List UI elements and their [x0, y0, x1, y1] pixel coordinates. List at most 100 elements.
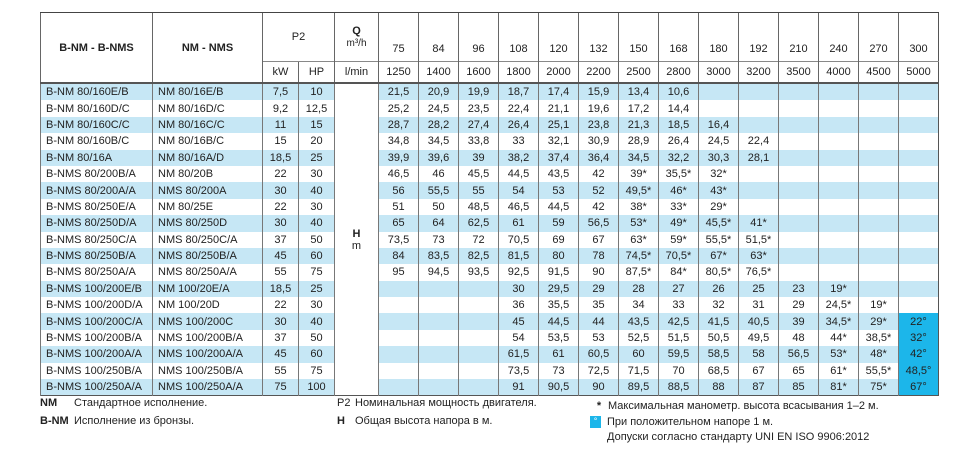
head-value: 89,5 [618, 379, 659, 396]
model-bnm: B-NM 80/16A [40, 149, 153, 166]
head-value: 91,5 [538, 264, 579, 281]
head-value: 22,4 [498, 100, 539, 117]
header-q-lmin: 4500 [858, 61, 899, 83]
model-bnm: B-NMS 100/250B/A [40, 362, 153, 380]
head-value: 61* [818, 362, 859, 380]
q-label: Q [352, 25, 361, 37]
model-bnm: B-NMS 80/250C/A [40, 231, 153, 248]
head-value: 67 [738, 362, 779, 380]
head-value: 38* [618, 198, 659, 216]
header-q-m3h: 150 [618, 12, 659, 62]
head-value [698, 100, 739, 117]
head-value: 70,5 [498, 231, 539, 248]
head-value [778, 100, 819, 117]
head-value [818, 83, 859, 101]
model-bnm: B-NMS 80/250E/A [40, 198, 153, 216]
head-value: 53,5 [538, 329, 579, 347]
power-hp: 15 [298, 116, 335, 134]
head-value: 29,5 [538, 280, 579, 298]
head-value: 80,5* [698, 264, 739, 281]
head-value: 39* [618, 165, 659, 183]
head-value: 39 [458, 149, 499, 166]
table-row: B-NM 80/160B/C NM 80/16B/C 15 20 34,8 34,5 33,… [40, 133, 939, 150]
head-value: 24,5 [418, 100, 459, 117]
head-value: 81,5 [498, 247, 539, 265]
header-q-lmin: 2200 [578, 61, 619, 83]
power-kw: 30 [262, 215, 299, 232]
head-value: 26,4 [658, 133, 699, 150]
head-value [778, 182, 819, 199]
head-value: 33 [498, 133, 539, 150]
head-value: 38,2 [498, 149, 539, 166]
model-bnm: B-NMS 100/200A/A [40, 346, 153, 363]
head-value [818, 116, 859, 134]
header-q-m3h: 75 [378, 12, 419, 62]
model-nm: NM 80/16D/C [152, 100, 263, 117]
head-value [738, 182, 779, 199]
legend-bnm-text: Исполнение из бронзы. [74, 415, 195, 427]
head-value: 42,5 [658, 313, 699, 330]
model-nm: NM 100/20D [152, 297, 263, 314]
head-value: 17,4 [538, 83, 579, 101]
head-value: 67* [698, 247, 739, 265]
head-value: 22,4 [738, 133, 779, 150]
head-value: 72,5 [578, 362, 619, 380]
legend-degree-text: При положительном напоре 1 м. [607, 416, 774, 428]
table-row: B-NMS 100/200D/A NM 100/20D 22 30 36 35,5 35 34… [40, 297, 939, 314]
h-unit: m [351, 239, 362, 252]
table-row: B-NM 80/160D/C NM 80/16D/C 9,2 12,5 25,2 24,5… [40, 100, 939, 117]
head-value [778, 116, 819, 134]
head-value [898, 83, 939, 101]
model-bnm: B-NM 80/160B/C [40, 133, 153, 150]
head-value [898, 182, 939, 199]
power-hp: 60 [298, 247, 335, 265]
header-q-lmin: 1800 [498, 61, 539, 83]
head-value: 60 [618, 346, 659, 363]
power-hp: 25 [298, 280, 335, 298]
header-q-lmin: 2000 [538, 61, 579, 83]
header-q-m3h: 180 [698, 12, 739, 62]
head-value: 52 [578, 182, 619, 199]
head-value: 32 [698, 297, 739, 314]
head-value [818, 247, 859, 265]
head-value [818, 165, 859, 183]
legend-h: H Общая высота напора в м. [337, 415, 492, 427]
head-value: 35 [578, 297, 619, 314]
head-value: 36 [498, 297, 539, 314]
legend-bnm-key: B-NM [40, 415, 69, 427]
legend-tolerance: Допуски согласно стандарту UNI EN ISO 99… [607, 431, 870, 443]
header-q-lmin: 3500 [778, 61, 819, 83]
power-kw: 22 [262, 198, 299, 216]
head-value: 65 [378, 215, 419, 232]
legend-bnm: B-NM Исполнение из бронзы. [40, 415, 194, 427]
power-hp: 40 [298, 182, 335, 199]
head-value: 55,5* [858, 362, 899, 380]
head-value: 55,5* [698, 231, 739, 248]
head-value [378, 346, 419, 363]
head-value [738, 165, 779, 183]
head-value [418, 379, 459, 396]
head-value: 64 [418, 215, 459, 232]
head-value: 34 [618, 297, 659, 314]
head-value: 80 [538, 247, 579, 265]
head-value [858, 198, 899, 216]
head-value [418, 329, 459, 347]
head-value [778, 198, 819, 216]
head-value: 34,8 [378, 133, 419, 150]
head-value: 18,7 [498, 83, 539, 101]
head-value [698, 83, 739, 101]
model-nm: NMS 80/200A [152, 182, 263, 199]
head-value: 36,4 [578, 149, 619, 166]
head-value: 67° [898, 379, 939, 396]
model-nm: NM 80/25E [152, 198, 263, 216]
head-value: 51,5* [738, 231, 779, 248]
head-value: 44,5 [498, 165, 539, 183]
power-kw: 22 [262, 165, 299, 183]
head-value: 28,1 [738, 149, 779, 166]
legend-degree-key: ° [590, 416, 601, 429]
head-value: 61 [538, 346, 579, 363]
power-kw: 55 [262, 362, 299, 380]
head-value: 16,4 [698, 116, 739, 134]
